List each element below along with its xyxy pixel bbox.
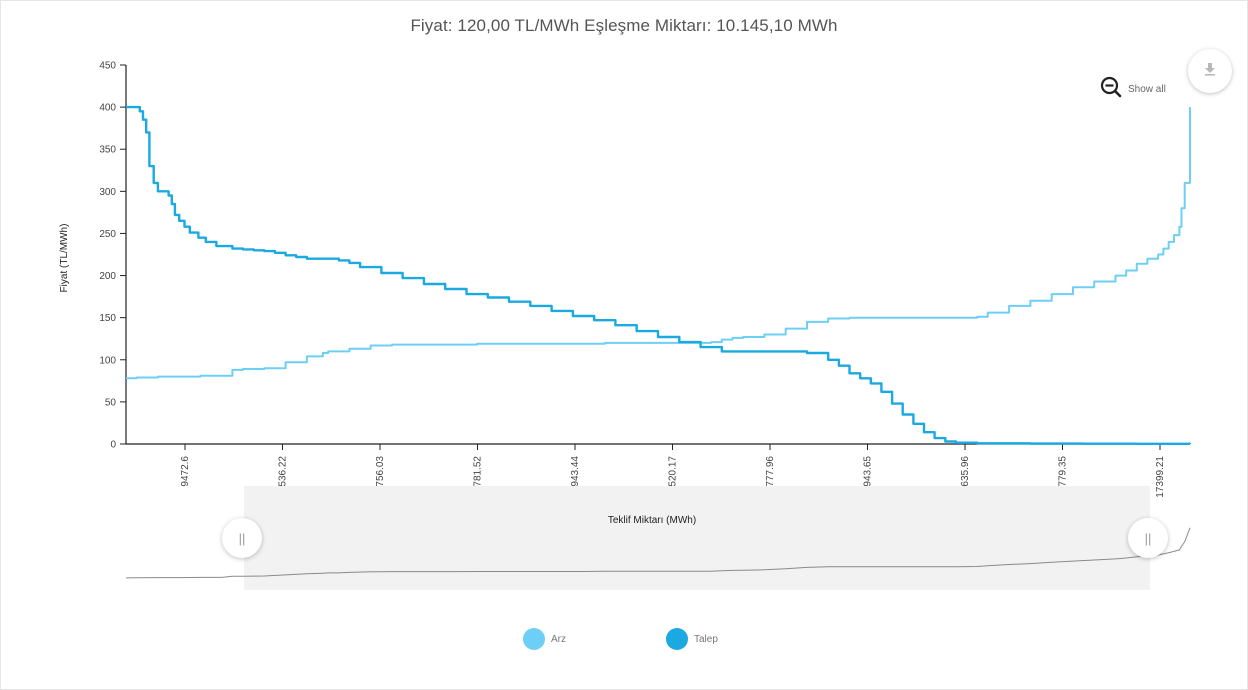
- navigator-left-handle[interactable]: ||: [222, 518, 262, 558]
- y-tick-label: 150: [99, 313, 116, 324]
- legend: Arz Talep: [0, 628, 1248, 652]
- y-tick-label: 100: [99, 355, 116, 366]
- legend-dot-talep: [666, 628, 688, 650]
- download-button[interactable]: [1188, 49, 1232, 93]
- scroll-handle-icon: ||: [238, 530, 246, 546]
- series-line-arz[interactable]: [126, 107, 1191, 380]
- y-tick-label: 50: [105, 397, 117, 408]
- x-tick-label: 10520.17: [668, 456, 679, 498]
- legend-label-talep: Talep: [694, 633, 718, 645]
- legend-item-arz[interactable]: Arz: [523, 628, 566, 650]
- y-tick-label: 400: [99, 103, 116, 114]
- y-tick-label: 250: [99, 229, 116, 240]
- series-group: [126, 105, 1192, 445]
- x-tick-label: 9781.52: [473, 456, 484, 493]
- x-axis: 9472.6 9536.22 9756.03 9781.52 9943.44 10520.…: [126, 443, 1190, 498]
- y-tick-label: 300: [99, 187, 116, 198]
- x-tick-label: 9472.6: [180, 456, 191, 487]
- y-axis: 0 50 100 150 200 250 300 350 400 450: [99, 61, 127, 451]
- x-axis-label: Teklif Miktarı (MWh): [608, 515, 696, 526]
- show-all-label: Show all: [1128, 83, 1166, 95]
- download-icon: [1203, 62, 1217, 81]
- x-tick-label: 11779.35: [1058, 456, 1069, 497]
- y-axis-label: Fiyat (TL/MWh): [59, 224, 70, 293]
- legend-item-talep[interactable]: Talep: [666, 628, 718, 650]
- y-tick-label: 450: [99, 61, 116, 72]
- x-tick-label: 9943.44: [570, 456, 581, 493]
- x-tick-label: 11635.96: [960, 456, 971, 497]
- chart-title: Fiyat: 120,00 TL/MWh Eşleşme Miktarı: 10…: [410, 16, 838, 35]
- scroll-handle-icon: ||: [1144, 530, 1152, 546]
- x-tick-label: 9756.03: [375, 456, 386, 493]
- y-tick-label: 0: [110, 440, 116, 451]
- legend-dot-arz: [523, 628, 545, 650]
- show-all-button[interactable]: Show all: [1100, 76, 1166, 103]
- y-tick-label: 200: [99, 271, 116, 282]
- zoom-out-icon: [1100, 76, 1122, 103]
- series-line-talep[interactable]: [126, 105, 1192, 445]
- navigator[interactable]: [125, 486, 1191, 590]
- navigator-series-line: [125, 527, 1191, 579]
- navigator-right-handle[interactable]: ||: [1128, 518, 1168, 558]
- legend-label-arz: Arz: [551, 633, 566, 645]
- x-tick-label: 10943.65: [863, 456, 874, 498]
- x-tick-label: 9536.22: [278, 456, 289, 493]
- x-tick-label: 17399.21: [1155, 456, 1166, 498]
- y-tick-label: 350: [99, 145, 116, 156]
- x-tick-label: 10777.96: [765, 456, 776, 498]
- navigator-range[interactable]: [244, 486, 1150, 590]
